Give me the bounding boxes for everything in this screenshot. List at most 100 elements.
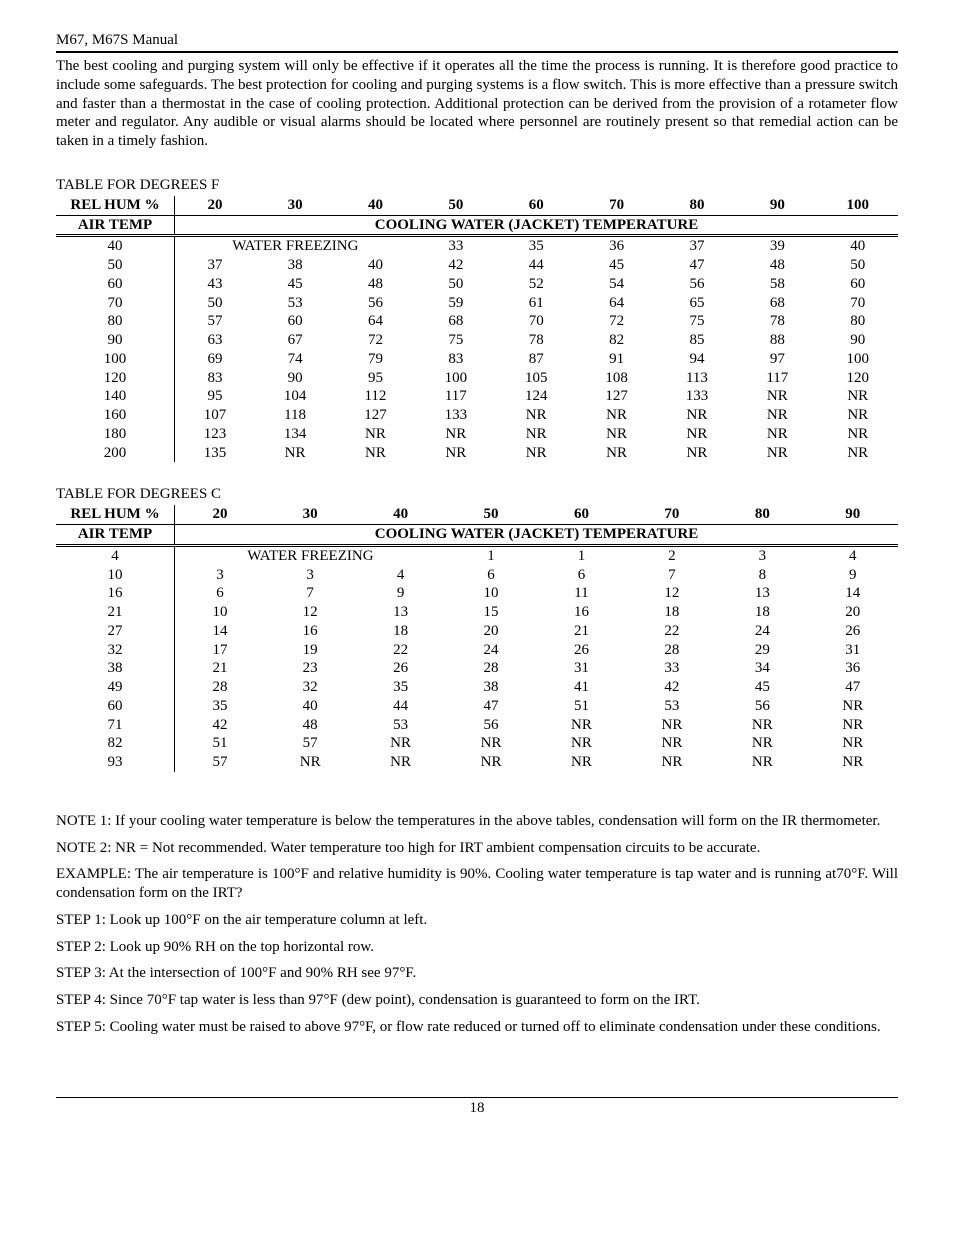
data-cell: NR: [627, 753, 717, 772]
rel-hum-label: REL HUM %: [56, 505, 175, 524]
data-cell: 33: [627, 659, 717, 678]
data-cell: 56: [446, 716, 536, 735]
air-temp-cell: 10: [56, 566, 175, 585]
data-cell: 50: [416, 275, 496, 294]
air-temp-cell: 200: [56, 444, 175, 463]
data-cell: 72: [335, 331, 415, 350]
data-cell: NR: [808, 753, 898, 772]
data-cell: NR: [335, 425, 415, 444]
data-cell: 36: [808, 659, 898, 678]
air-temp-cell: 71: [56, 716, 175, 735]
data-cell: 70: [818, 294, 899, 313]
data-cell: 18: [627, 603, 717, 622]
data-cell: 33: [416, 236, 496, 256]
air-temp-cell: 38: [56, 659, 175, 678]
table-degrees-f: REL HUM %2030405060708090100AIR TEMPCOOL…: [56, 196, 898, 463]
data-cell: 61: [496, 294, 576, 313]
data-cell: NR: [355, 753, 445, 772]
data-cell: 45: [717, 678, 807, 697]
data-cell: 51: [536, 697, 626, 716]
header-rule: [56, 51, 898, 53]
data-cell: 50: [175, 294, 255, 313]
air-temp-cell: 40: [56, 236, 175, 256]
data-cell: 48: [335, 275, 415, 294]
data-cell: 40: [335, 256, 415, 275]
data-cell: 48: [737, 256, 817, 275]
data-cell: 68: [416, 312, 496, 331]
data-cell: 10: [446, 584, 536, 603]
air-temp-cell: 82: [56, 734, 175, 753]
data-cell: 56: [335, 294, 415, 313]
data-cell: 35: [175, 697, 265, 716]
rel-hum-label: REL HUM %: [56, 196, 175, 215]
air-temp-cell: 80: [56, 312, 175, 331]
data-cell: 47: [808, 678, 898, 697]
data-cell: 72: [576, 312, 656, 331]
data-cell: 26: [536, 641, 626, 660]
data-cell: NR: [657, 425, 737, 444]
hum-col-header: 60: [536, 505, 626, 524]
data-cell: 39: [737, 236, 817, 256]
data-cell: 56: [657, 275, 737, 294]
data-cell: 67: [255, 331, 335, 350]
data-cell: 23: [265, 659, 355, 678]
sub-header: COOLING WATER (JACKET) TEMPERATURE: [175, 525, 899, 546]
data-cell: NR: [496, 425, 576, 444]
data-cell: NR: [627, 734, 717, 753]
data-cell: 28: [175, 678, 265, 697]
data-cell: NR: [717, 716, 807, 735]
data-cell: 70: [496, 312, 576, 331]
data-cell: 40: [265, 697, 355, 716]
data-cell: 63: [175, 331, 255, 350]
hum-col-header: 70: [576, 196, 656, 215]
data-cell: 20: [808, 603, 898, 622]
data-cell: 133: [416, 406, 496, 425]
note-1: NOTE 1: If your cooling water temperatur…: [56, 812, 898, 831]
data-cell: 7: [265, 584, 355, 603]
data-cell: 118: [255, 406, 335, 425]
data-cell: 44: [496, 256, 576, 275]
air-temp-label: AIR TEMP: [56, 215, 175, 236]
data-cell: 58: [737, 275, 817, 294]
data-cell: 24: [446, 641, 536, 660]
data-cell: 7: [627, 566, 717, 585]
data-cell: 79: [335, 350, 415, 369]
data-cell: 112: [335, 387, 415, 406]
data-cell: NR: [737, 406, 817, 425]
data-cell: 35: [355, 678, 445, 697]
data-cell: 3: [175, 566, 265, 585]
hum-col-header: 90: [737, 196, 817, 215]
data-cell: 90: [255, 369, 335, 388]
water-freezing-cell: WATER FREEZING: [175, 545, 446, 565]
data-cell: 105: [496, 369, 576, 388]
data-cell: 11: [536, 584, 626, 603]
data-cell: NR: [446, 753, 536, 772]
step-2: STEP 2: Look up 90% RH on the top horizo…: [56, 938, 898, 957]
data-cell: 107: [175, 406, 255, 425]
data-cell: 75: [657, 312, 737, 331]
data-cell: 35: [496, 236, 576, 256]
footer-rule: [56, 1097, 898, 1098]
sub-header: COOLING WATER (JACKET) TEMPERATURE: [175, 215, 899, 236]
data-cell: 69: [175, 350, 255, 369]
data-cell: 14: [175, 622, 265, 641]
data-cell: 133: [657, 387, 737, 406]
data-cell: 74: [255, 350, 335, 369]
data-cell: NR: [576, 406, 656, 425]
data-cell: 42: [416, 256, 496, 275]
data-cell: 32: [265, 678, 355, 697]
data-cell: 29: [717, 641, 807, 660]
data-cell: NR: [255, 444, 335, 463]
data-cell: 95: [175, 387, 255, 406]
data-cell: 104: [255, 387, 335, 406]
data-cell: 2: [627, 545, 717, 565]
data-cell: 57: [265, 734, 355, 753]
data-cell: NR: [808, 697, 898, 716]
data-cell: 42: [175, 716, 265, 735]
data-cell: 38: [446, 678, 536, 697]
table-f-caption: TABLE FOR DEGREES F: [56, 177, 898, 194]
hum-col-header: 50: [446, 505, 536, 524]
step-3: STEP 3: At the intersection of 100°F and…: [56, 964, 898, 983]
air-temp-cell: 160: [56, 406, 175, 425]
data-cell: NR: [737, 444, 817, 463]
